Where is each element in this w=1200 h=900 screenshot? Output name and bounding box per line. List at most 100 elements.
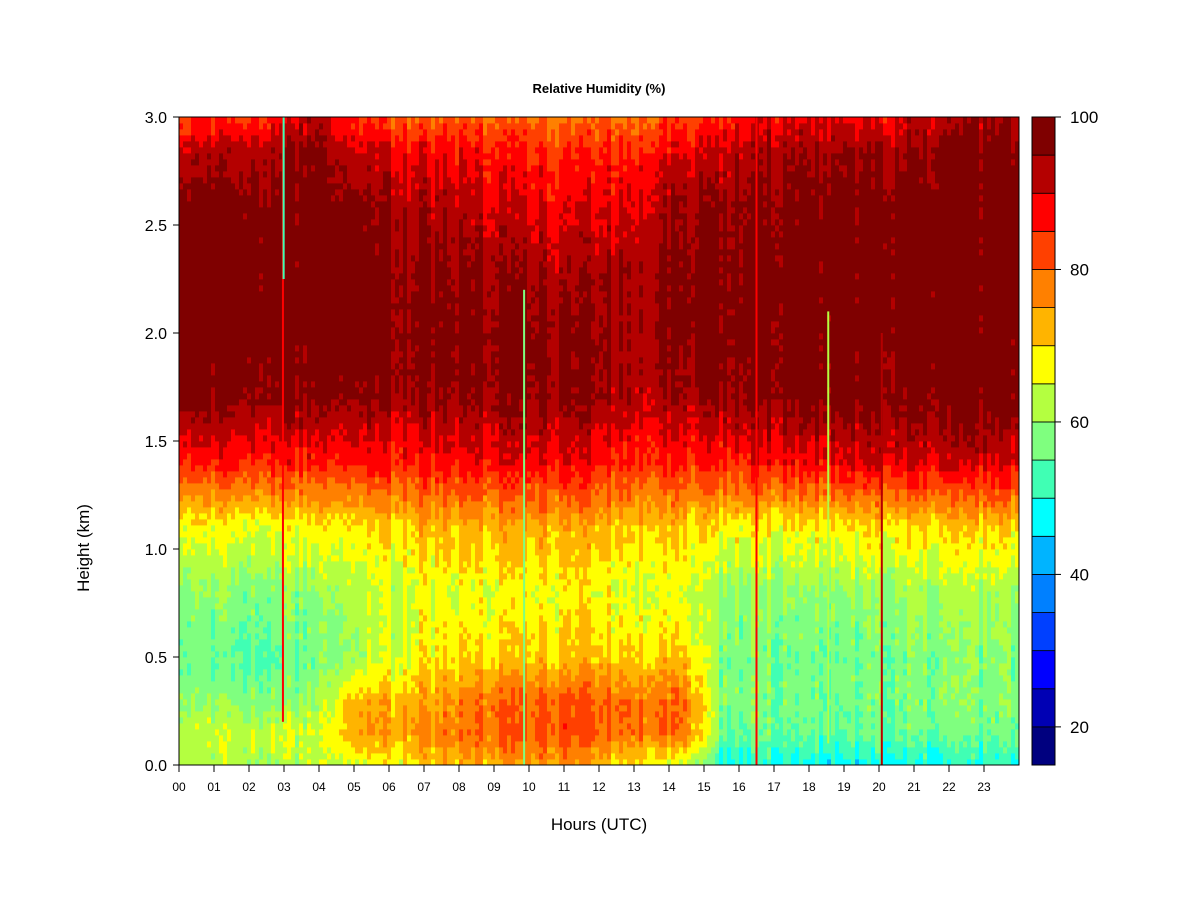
- heatmap-cell: [607, 189, 612, 196]
- heatmap-cell: [335, 663, 340, 670]
- heatmap-cell: [571, 477, 576, 496]
- heatmap-cell: [179, 183, 184, 190]
- heatmap-cell: [243, 189, 248, 214]
- heatmap-cell: [599, 591, 604, 598]
- heatmap-cell: [719, 663, 724, 670]
- heatmap-cell: [803, 717, 808, 724]
- heatmap-cell: [827, 195, 832, 316]
- heatmap-cell: [747, 747, 752, 766]
- heatmap-cell: [819, 261, 824, 274]
- heatmap-cell: [491, 321, 496, 328]
- heatmap-cell: [263, 177, 268, 190]
- heatmap-cell: [475, 177, 480, 226]
- heatmap-cell: [771, 639, 776, 658]
- heatmap-cell: [591, 363, 596, 376]
- heatmap-cell: [307, 453, 312, 460]
- heatmap-cell: [635, 621, 640, 628]
- heatmap-cell: [739, 363, 744, 376]
- heatmap-cell: [411, 567, 416, 574]
- heatmap-cell: [839, 753, 844, 766]
- heatmap-cell: [571, 735, 576, 766]
- heatmap-cell: [183, 513, 188, 526]
- heatmap-cell: [179, 537, 184, 586]
- heatmap-cell: [875, 753, 880, 760]
- heatmap-cell: [815, 501, 820, 514]
- heatmap-cell: [627, 387, 632, 406]
- heatmap-cell: [323, 117, 328, 136]
- heatmap-cell: [463, 651, 468, 658]
- heatmap-cell: [663, 189, 668, 196]
- heatmap-cell: [807, 423, 812, 442]
- heatmap-cell: [411, 363, 416, 370]
- heatmap-cell: [515, 135, 520, 142]
- heatmap-cell: [851, 627, 856, 640]
- heatmap-cell: [683, 189, 688, 196]
- heatmap-cell: [499, 747, 504, 760]
- heatmap-cell: [331, 459, 336, 478]
- heatmap-cell: [431, 579, 436, 622]
- heatmap-cell: [491, 261, 496, 286]
- heatmap-cell: [843, 657, 848, 664]
- heatmap-cell: [551, 129, 556, 172]
- heatmap-cell: [763, 135, 768, 142]
- heatmap-cell: [291, 519, 296, 538]
- heatmap-cell: [615, 129, 620, 136]
- heatmap-cell: [587, 177, 592, 238]
- heatmap-cell: [867, 537, 872, 544]
- heatmap-cell: [707, 561, 712, 568]
- heatmap-cell: [779, 525, 784, 556]
- heatmap-cell: [559, 573, 564, 580]
- heatmap-cell: [771, 387, 776, 394]
- heatmap-cell: [359, 657, 364, 670]
- heatmap-cell: [687, 681, 692, 688]
- heatmap-cell: [479, 693, 484, 700]
- heatmap-cell: [803, 525, 808, 562]
- heatmap-cell: [507, 201, 512, 208]
- heatmap-cell: [823, 519, 828, 544]
- heatmap-cell: [619, 315, 624, 322]
- heatmap-cell: [715, 555, 720, 562]
- heatmap-cell: [679, 597, 684, 604]
- heatmap-cell: [503, 627, 508, 640]
- heatmap-cell: [751, 537, 756, 568]
- heatmap-cell: [255, 459, 260, 484]
- heatmap-cell: [603, 399, 608, 424]
- heatmap-cell: [459, 423, 464, 448]
- heatmap-cell: [511, 237, 516, 244]
- heatmap-cell: [667, 357, 672, 364]
- heatmap-cell: [863, 561, 868, 568]
- heatmap-cell: [371, 723, 376, 736]
- heatmap-cell: [719, 309, 724, 316]
- heatmap-cell: [195, 693, 200, 712]
- heatmap-cell: [527, 123, 532, 172]
- heatmap-cell: [471, 279, 476, 292]
- heatmap-cell: [331, 603, 336, 610]
- heatmap-cell: [311, 381, 316, 388]
- heatmap-cell: [639, 285, 644, 298]
- heatmap-cell: [523, 177, 528, 184]
- heatmap-cell: [335, 591, 340, 604]
- heatmap-cell: [395, 657, 400, 694]
- heatmap-cell: [595, 483, 600, 490]
- heatmap-cell: [623, 573, 628, 580]
- heatmap-cell: [403, 675, 408, 682]
- heatmap-cell: [667, 489, 672, 496]
- heatmap-cell: [767, 453, 772, 460]
- heatmap-cell: [723, 147, 728, 172]
- heatmap-cell: [803, 495, 808, 502]
- heatmap-cell: [495, 345, 500, 352]
- heatmap-cell: [283, 723, 288, 730]
- heatmap-cell: [467, 255, 472, 262]
- heatmap-cell: [867, 441, 872, 448]
- heatmap-cell: [699, 405, 704, 442]
- heatmap-cell: [771, 573, 776, 580]
- heatmap-cell: [507, 153, 512, 160]
- heatmap-cell: [219, 507, 224, 514]
- heatmap-cell: [195, 177, 200, 418]
- heatmap-cell: [407, 423, 412, 466]
- heatmap-cell: [251, 729, 256, 754]
- heatmap-cell: [539, 687, 544, 748]
- heatmap-cell: [647, 591, 652, 598]
- heatmap-cell: [823, 597, 828, 646]
- heatmap-cell: [655, 321, 660, 340]
